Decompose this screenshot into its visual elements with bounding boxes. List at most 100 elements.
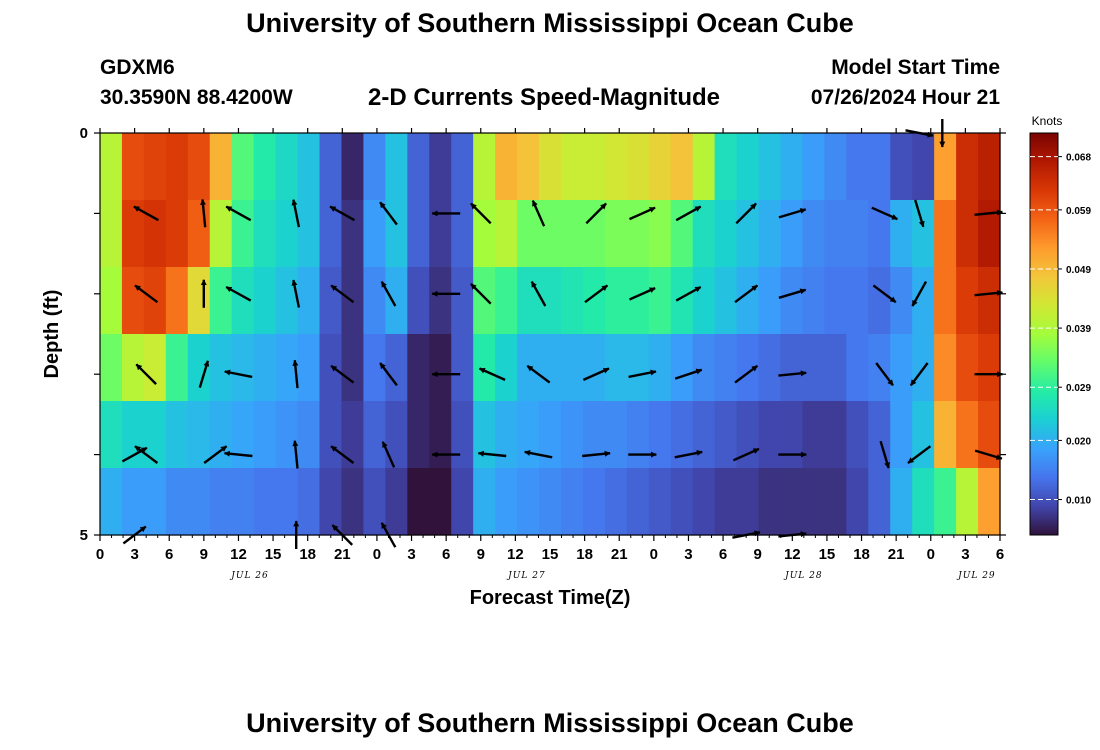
y-tick-label: 5 bbox=[80, 527, 88, 544]
current-arrow bbox=[121, 446, 148, 463]
heatmap-cell bbox=[473, 401, 496, 469]
x-tick-label: 6 bbox=[442, 546, 450, 563]
current-arrow bbox=[629, 206, 656, 221]
heatmap-cell bbox=[100, 267, 123, 335]
heatmap-cell bbox=[473, 200, 496, 268]
heatmap-cell bbox=[934, 334, 957, 402]
heatmap-cell bbox=[143, 200, 167, 268]
current-arrow bbox=[914, 199, 925, 228]
current-arrow bbox=[871, 206, 898, 221]
x-tick-label: 12 bbox=[784, 546, 801, 563]
heatmap-cell bbox=[648, 267, 672, 335]
heatmap-cell bbox=[539, 334, 562, 402]
current-arrow bbox=[198, 360, 210, 388]
heatmap-cell bbox=[539, 133, 562, 201]
heatmap-cell bbox=[253, 267, 277, 335]
heatmap-cell bbox=[626, 267, 650, 335]
heatmap-cell bbox=[495, 200, 518, 268]
axes: 0 3 6 9 12 15 18 21 0 3 6 9 12 15 18 21 0 3 6 9 12 15 18 21 0 3 6J… bbox=[80, 125, 1006, 581]
heatmap-cell bbox=[978, 133, 1001, 201]
heatmap-cell bbox=[648, 401, 672, 469]
current-arrow bbox=[530, 281, 547, 307]
current-arrow bbox=[470, 202, 492, 225]
heatmap-cell bbox=[692, 401, 716, 469]
current-arrow bbox=[735, 202, 757, 225]
heatmap-cell bbox=[626, 468, 650, 536]
heatmap-cell bbox=[956, 401, 979, 469]
x-tick-label: 9 bbox=[477, 546, 485, 563]
heatmap-cell bbox=[604, 267, 628, 335]
heatmap-cell bbox=[846, 267, 869, 335]
heatmap-cell bbox=[780, 200, 804, 268]
heatmap-cell bbox=[165, 468, 189, 536]
heatmap-cell bbox=[451, 267, 474, 335]
current-arrow bbox=[330, 284, 355, 304]
heatmap-cell bbox=[560, 468, 584, 536]
current-arrow bbox=[628, 369, 657, 379]
heatmap-cell bbox=[824, 401, 847, 469]
y-axis-title: Depth (ft) bbox=[41, 290, 63, 379]
heatmap-cell bbox=[956, 200, 979, 268]
heatmap-cell bbox=[363, 133, 386, 201]
heatmap-cell bbox=[319, 401, 343, 469]
x-tick-label: 12 bbox=[230, 546, 247, 563]
heatmap-cell bbox=[736, 468, 760, 536]
current-arrow bbox=[134, 445, 159, 464]
heatmap-cell bbox=[846, 334, 869, 402]
heatmap-cell bbox=[978, 401, 1001, 469]
heatmap-cell bbox=[890, 133, 913, 201]
heatmap-cell bbox=[121, 334, 145, 402]
current-arrow bbox=[524, 449, 553, 459]
date-label: JUL 26 bbox=[229, 571, 268, 581]
current-arrow bbox=[478, 367, 506, 381]
heatmap-cell bbox=[846, 468, 869, 536]
heatmap-cell bbox=[187, 401, 211, 469]
current-arrow bbox=[879, 440, 890, 469]
current-arrow bbox=[526, 364, 551, 384]
heatmap-cell bbox=[231, 200, 255, 268]
chart-title: 2-D Currents Speed-Magnitude bbox=[368, 84, 721, 111]
current-arrow bbox=[225, 205, 252, 222]
current-arrow bbox=[582, 450, 611, 458]
heatmap-cell bbox=[560, 200, 584, 268]
colorbar-tick-label: 0.049 bbox=[1066, 265, 1091, 276]
heatmap-cell bbox=[824, 468, 847, 536]
heatmap-cell bbox=[231, 334, 255, 402]
heatmap-cell bbox=[385, 468, 408, 536]
heatmap-cell bbox=[714, 200, 738, 268]
current-arrow bbox=[974, 209, 1003, 216]
current-arrow bbox=[381, 441, 396, 468]
heatmap-cell bbox=[165, 200, 189, 268]
heatmap-cell bbox=[648, 468, 672, 536]
heatmap-cell bbox=[626, 200, 650, 268]
current-arrow bbox=[330, 364, 355, 384]
x-tick-label: 6 bbox=[165, 546, 173, 563]
heatmap-cell bbox=[319, 334, 343, 402]
heatmap-cell bbox=[429, 200, 452, 268]
heatmap-cell bbox=[670, 200, 694, 268]
model-start-label: Model Start Time bbox=[831, 56, 1000, 79]
heatmap-cell bbox=[253, 200, 277, 268]
current-arrow bbox=[909, 362, 929, 387]
station-id: GDXM6 bbox=[100, 56, 175, 79]
heatmap-cell bbox=[582, 267, 606, 335]
heatmap-cell bbox=[846, 401, 869, 469]
heatmap-cell bbox=[802, 401, 825, 469]
colorbar-tick-label: 0.059 bbox=[1066, 206, 1091, 217]
heatmap-cell bbox=[692, 200, 716, 268]
heatmap-cell bbox=[209, 133, 233, 201]
x-tick-label: 0 bbox=[373, 546, 381, 563]
current-arrow bbox=[778, 208, 807, 219]
heatmap-cell bbox=[582, 468, 606, 536]
heatmap-cell bbox=[473, 267, 496, 335]
speed-heatmap bbox=[100, 133, 1001, 536]
x-tick-label: 15 bbox=[819, 546, 836, 563]
heatmap-cell bbox=[451, 133, 474, 201]
current-arrow bbox=[872, 284, 897, 304]
heatmap-cell bbox=[934, 200, 957, 268]
heatmap-cell bbox=[517, 200, 540, 268]
heatmap-cell bbox=[451, 468, 474, 536]
heatmap-cell bbox=[692, 267, 716, 335]
heatmap-cell bbox=[868, 267, 891, 335]
heatmap-cell bbox=[956, 267, 979, 335]
